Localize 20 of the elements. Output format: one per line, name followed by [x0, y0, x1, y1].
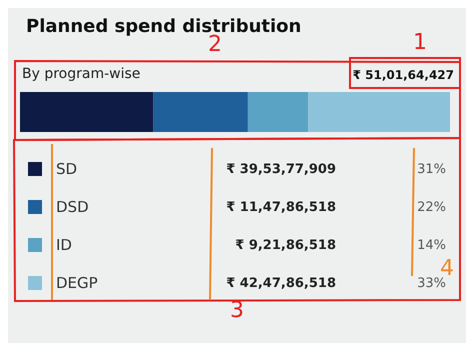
bar: [308, 92, 450, 132]
chart-subtitle: By program-wise: [22, 66, 140, 82]
legend-label: SD: [56, 160, 78, 178]
legend-label: DEGP: [56, 274, 98, 292]
legend-label: ID: [56, 236, 72, 254]
bar: [20, 92, 154, 132]
bar: [248, 92, 308, 132]
text: ₹ 39,53,77,909: [226, 162, 336, 176]
text: ₹ 42,47,86,518: [226, 276, 336, 290]
text: 2: [208, 32, 222, 57]
text: ₹ 51,01,64,427: [352, 68, 454, 82]
text: 22%: [417, 200, 446, 214]
text: 33%: [417, 276, 446, 290]
text: ₹ 9,21,86,518: [235, 238, 336, 252]
text: ₹ 11,47,86,518: [226, 200, 336, 214]
legend-label: DSD: [56, 198, 89, 216]
text: 1: [413, 30, 427, 55]
bar: [153, 92, 248, 132]
text: 14%: [417, 238, 446, 252]
text: 31%: [417, 162, 446, 176]
